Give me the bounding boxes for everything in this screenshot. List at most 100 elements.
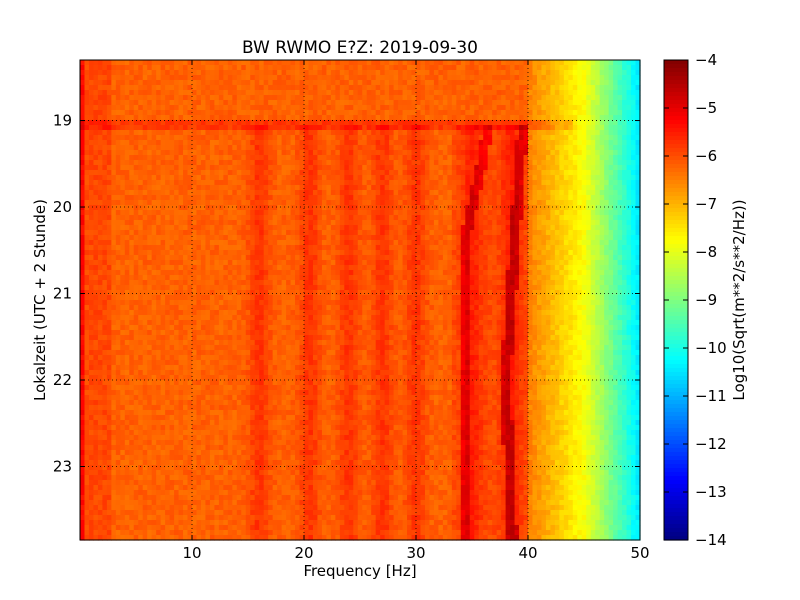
- heatmap-cell: [317, 75, 323, 81]
- heatmap-cell: [281, 150, 287, 156]
- heatmap-cell: [460, 195, 466, 201]
- heatmap-cell: [272, 250, 278, 256]
- heatmap-cell: [151, 225, 157, 231]
- heatmap-cell: [312, 175, 319, 181]
- heatmap-cell: [608, 210, 614, 216]
- heatmap-cell: [528, 170, 534, 176]
- heatmap-cell: [348, 145, 354, 151]
- heatmap-cell: [263, 190, 269, 196]
- heatmap-cell: [371, 110, 377, 116]
- heatmap-cell: [514, 110, 520, 116]
- heatmap-cell: [375, 85, 381, 91]
- heatmap-cell: [183, 135, 189, 141]
- heatmap-cell: [433, 155, 439, 161]
- heatmap-cell: [563, 225, 569, 231]
- heatmap-cell: [339, 175, 345, 181]
- heatmap-cell: [554, 95, 560, 101]
- heatmap-cell: [205, 130, 211, 136]
- heatmap-cell: [250, 235, 256, 241]
- heatmap-cell: [599, 255, 605, 261]
- heatmap-cell: [169, 95, 175, 101]
- heatmap-cell: [420, 240, 426, 246]
- heatmap-cell: [469, 100, 475, 106]
- heatmap-cell: [483, 205, 489, 211]
- heatmap-cell: [599, 75, 605, 81]
- heatmap-cell: [545, 155, 551, 161]
- heatmap-cell: [151, 200, 157, 206]
- heatmap-cell: [304, 100, 310, 106]
- heatmap-cell: [165, 120, 171, 126]
- heatmap-cell: [608, 255, 614, 261]
- heatmap-cell: [550, 110, 556, 116]
- heatmap-cell: [559, 125, 565, 131]
- heatmap-cell: [384, 90, 390, 96]
- heatmap-cell: [348, 110, 354, 116]
- heatmap-cell: [245, 145, 251, 151]
- heatmap-cell: [366, 195, 372, 201]
- heatmap-cell: [254, 245, 260, 251]
- heatmap-cell: [183, 130, 189, 136]
- heatmap-cell: [496, 105, 502, 111]
- heatmap-cell: [460, 250, 466, 256]
- heatmap-cell: [613, 185, 619, 191]
- heatmap-cell: [286, 90, 292, 96]
- heatmap-cell: [348, 130, 354, 136]
- heatmap-cell: [572, 65, 578, 71]
- heatmap-cell: [510, 230, 516, 236]
- heatmap-cell: [344, 235, 350, 241]
- heatmap-cell: [317, 60, 323, 66]
- heatmap-cell: [192, 60, 198, 66]
- heatmap-cell: [635, 175, 641, 181]
- heatmap-cell: [236, 230, 242, 236]
- heatmap-cell: [563, 140, 569, 146]
- heatmap-cell: [384, 215, 390, 221]
- heatmap-cell: [496, 90, 502, 96]
- heatmap-cell: [272, 130, 278, 136]
- heatmap-cell: [442, 130, 448, 136]
- heatmap-cell: [536, 185, 543, 191]
- heatmap-cell: [317, 135, 323, 141]
- heatmap-cell: [169, 220, 175, 226]
- heatmap-cell: [635, 90, 641, 96]
- heatmap-cell: [604, 160, 610, 166]
- heatmap-cell: [617, 230, 623, 236]
- heatmap-cell: [205, 70, 211, 76]
- heatmap-cell: [263, 95, 269, 101]
- heatmap-cell: [411, 170, 417, 176]
- heatmap-cell: [263, 235, 269, 241]
- heatmap-cell: [572, 135, 578, 141]
- heatmap-cell: [330, 190, 336, 196]
- heatmap-cell: [393, 105, 399, 111]
- heatmap-cell: [407, 215, 413, 221]
- heatmap-cell: [631, 100, 637, 106]
- heatmap-cell: [232, 215, 238, 221]
- heatmap-cell: [281, 90, 287, 96]
- heatmap-cell: [268, 65, 274, 71]
- heatmap-cell: [84, 170, 90, 176]
- heatmap-cell: [559, 255, 565, 261]
- heatmap-cell: [339, 80, 345, 86]
- heatmap-cell: [519, 180, 525, 186]
- heatmap-cell: [299, 95, 305, 101]
- heatmap-cell: [223, 145, 229, 151]
- heatmap-cell: [622, 85, 628, 91]
- heatmap-cell: [411, 110, 417, 116]
- heatmap-cell: [442, 135, 448, 141]
- heatmap-cell: [169, 140, 175, 146]
- heatmap-cell: [106, 75, 112, 81]
- heatmap-cell: [371, 250, 377, 256]
- heatmap-cell: [133, 70, 139, 76]
- heatmap-cell: [416, 145, 422, 151]
- heatmap-cell: [142, 180, 148, 186]
- heatmap-cell: [165, 115, 171, 121]
- heatmap-cell: [299, 60, 305, 66]
- heatmap-cell: [192, 180, 198, 186]
- heatmap-cell: [510, 215, 516, 221]
- heatmap-cell: [550, 195, 556, 201]
- heatmap-cell: [308, 195, 314, 201]
- heatmap-cell: [510, 105, 516, 111]
- heatmap-cell: [286, 170, 292, 176]
- heatmap-cell: [299, 165, 305, 171]
- heatmap-cell: [407, 240, 413, 246]
- heatmap-cell: [411, 165, 417, 171]
